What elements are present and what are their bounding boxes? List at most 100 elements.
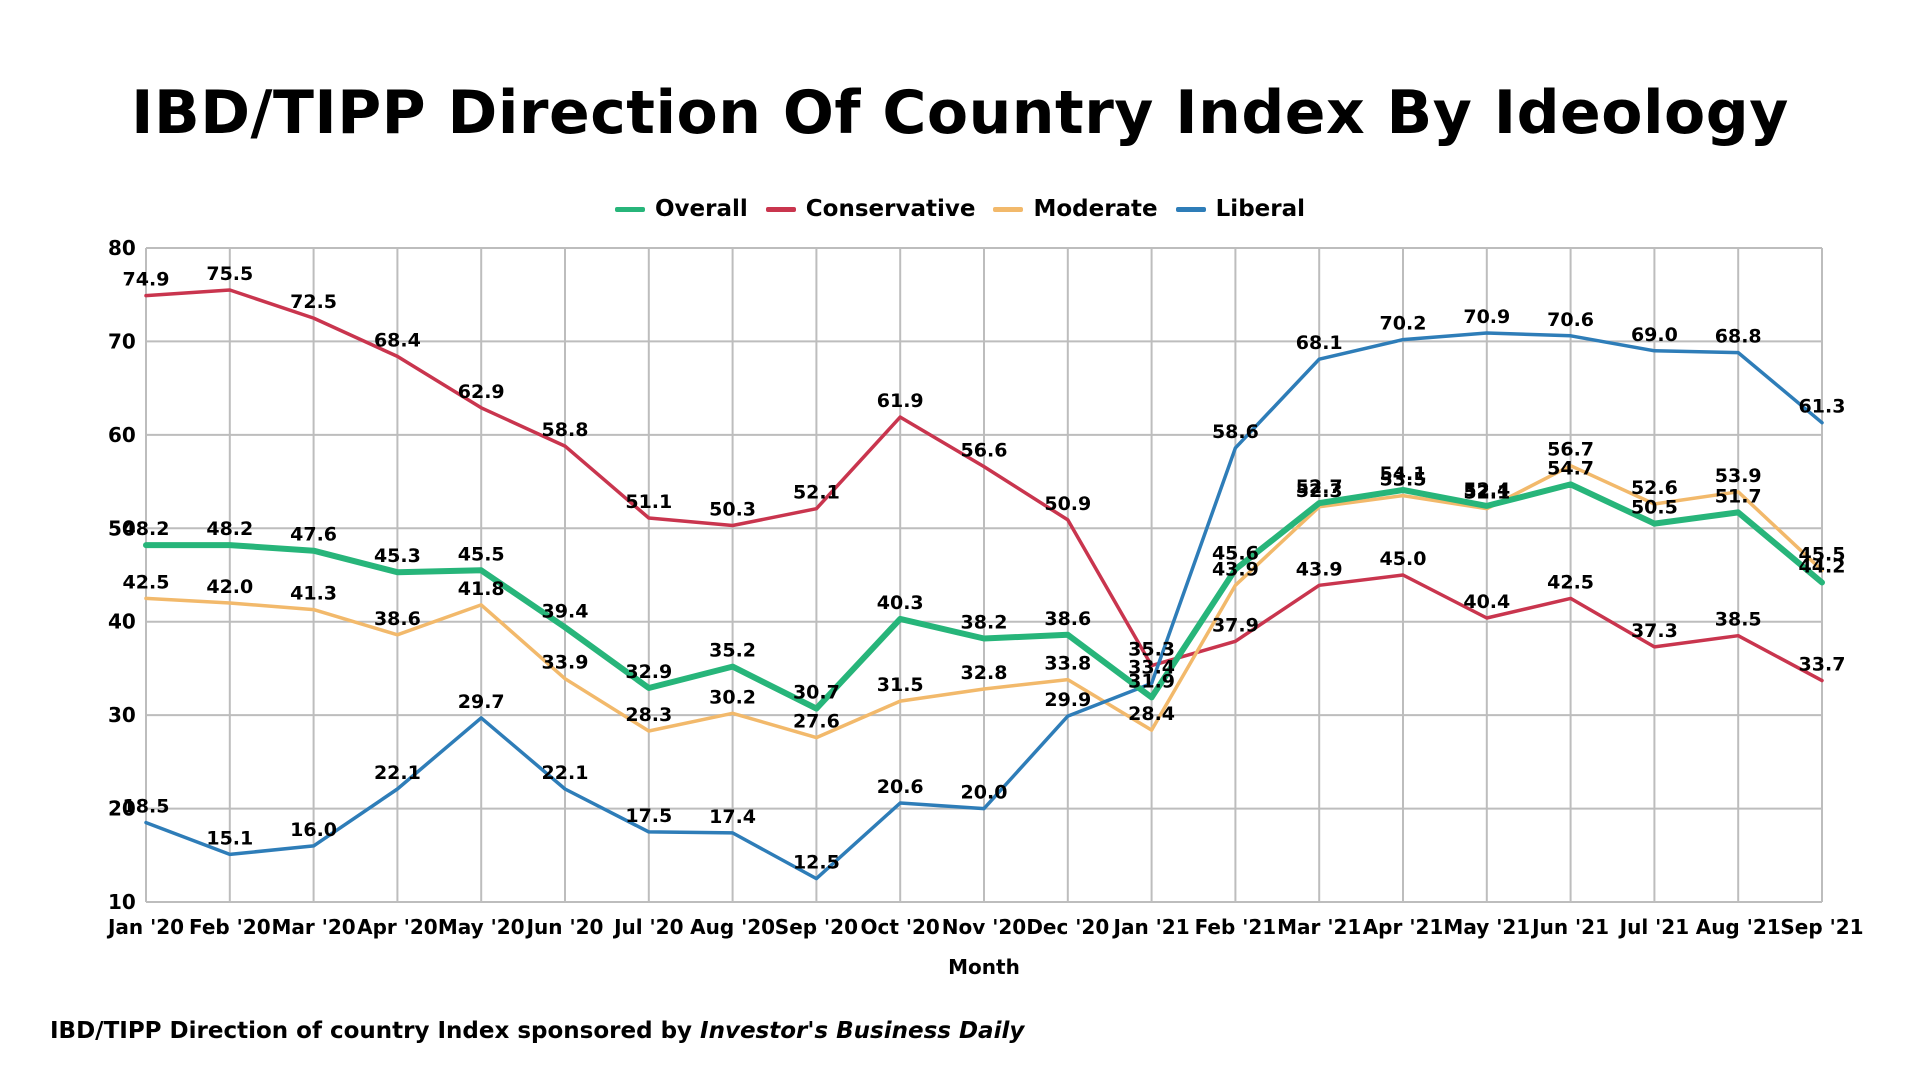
gridlines xyxy=(145,247,1823,903)
x-tick-label: Sep '20 xyxy=(775,915,858,939)
data-label: 50.9 xyxy=(1044,493,1091,515)
data-label: 22.1 xyxy=(374,762,421,784)
data-label: 33.7 xyxy=(1799,654,1846,676)
data-label: 29.7 xyxy=(458,691,505,713)
series-line-liberal xyxy=(144,331,1824,881)
data-label: 22.1 xyxy=(542,762,589,784)
data-label: 38.6 xyxy=(374,608,421,630)
x-tick-label: Jan '20 xyxy=(106,915,184,939)
data-label: 70.9 xyxy=(1463,306,1510,328)
data-label: 28.4 xyxy=(1128,703,1175,725)
series-line-conservative xyxy=(144,288,1824,683)
x-tick-label: Apr '20 xyxy=(357,915,438,939)
data-label: 38.2 xyxy=(961,612,1008,634)
y-tick-label: 30 xyxy=(108,703,136,727)
x-axis-title: Month xyxy=(948,955,1020,979)
data-label: 37.9 xyxy=(1212,614,1259,636)
data-label: 35.3 xyxy=(1128,639,1175,661)
data-label: 33.4 xyxy=(1128,656,1175,678)
data-label: 40.4 xyxy=(1463,591,1510,613)
data-label: 61.3 xyxy=(1799,396,1846,418)
y-tick-label: 70 xyxy=(108,329,136,353)
data-label: 68.1 xyxy=(1296,332,1343,354)
data-label: 52.1 xyxy=(1463,482,1510,504)
data-label: 45.6 xyxy=(1212,542,1259,564)
legend-item: Overall xyxy=(614,196,748,222)
x-tick-label: Jan '21 xyxy=(1112,915,1190,939)
x-tick-label: Nov '20 xyxy=(942,915,1026,939)
data-label: 54.1 xyxy=(1380,463,1427,485)
data-label: 70.2 xyxy=(1380,313,1427,335)
data-label: 52.3 xyxy=(1296,480,1343,502)
y-tick-label: 10 xyxy=(108,890,136,914)
data-label: 17.5 xyxy=(625,805,672,827)
data-label: 20.0 xyxy=(961,782,1008,804)
data-label: 54.7 xyxy=(1547,457,1594,479)
data-label: 51.1 xyxy=(625,491,672,513)
data-label: 28.3 xyxy=(625,704,672,726)
x-tick-label: Jun '20 xyxy=(525,915,604,939)
data-label: 44.2 xyxy=(1799,555,1846,577)
x-tick-label: Jul '20 xyxy=(612,915,683,939)
data-label: 45.5 xyxy=(1799,543,1846,565)
x-tick-label: Jun '21 xyxy=(1530,915,1609,939)
data-label: 16.0 xyxy=(290,819,337,841)
data-label: 41.8 xyxy=(458,578,505,600)
x-tick-label: Feb '20 xyxy=(189,915,271,939)
data-label: 53.9 xyxy=(1715,465,1762,487)
x-tick-label: Sep '21 xyxy=(1780,915,1863,939)
data-label: 18.5 xyxy=(123,796,170,818)
legend-label: Liberal xyxy=(1215,196,1306,222)
data-label: 38.6 xyxy=(1044,608,1091,630)
data-label: 45.3 xyxy=(374,545,421,567)
data-label: 20.6 xyxy=(877,776,924,798)
data-label: 48.2 xyxy=(206,518,253,540)
data-label: 15.1 xyxy=(206,827,253,849)
x-tick-label: Dec '20 xyxy=(1026,915,1109,939)
data-label: 42.5 xyxy=(123,571,170,593)
legend-label: Overall xyxy=(654,196,748,222)
x-tick-label: Aug '21 xyxy=(1696,915,1781,939)
legend-swatch xyxy=(993,206,1024,212)
data-label: 53.5 xyxy=(1380,469,1427,491)
footnote: IBD/TIPP Direction of country Index spon… xyxy=(50,1018,1024,1044)
legend-swatch xyxy=(614,206,645,212)
data-label: 31.5 xyxy=(877,674,924,696)
data-label: 38.5 xyxy=(1715,609,1762,631)
footnote-source: Investor's Business Daily xyxy=(700,1018,1025,1044)
legend: Overall Conservative Moderate Liberal xyxy=(0,196,1920,222)
legend-swatch xyxy=(765,206,796,212)
x-tick-label: May '20 xyxy=(438,915,525,939)
legend-label: Conservative xyxy=(805,196,976,222)
x-tick-label: Mar '21 xyxy=(1277,915,1361,939)
data-label: 43.9 xyxy=(1296,558,1343,580)
data-label: 45.0 xyxy=(1380,548,1427,570)
data-label: 42.5 xyxy=(1547,571,1594,593)
data-label: 52.6 xyxy=(1631,477,1678,499)
footnote-text: IBD/TIPP Direction of country Index spon… xyxy=(50,1018,701,1044)
x-tick-label: Aug '20 xyxy=(690,915,775,939)
data-label: 48.2 xyxy=(123,518,170,540)
legend-item: Moderate xyxy=(993,196,1158,222)
data-label: 75.5 xyxy=(206,263,253,285)
x-tick-label: Mar '20 xyxy=(272,915,356,939)
data-labels-overall: 48.2 48.2 47.6 45.3 45.5 39.4 32.9 35.2 30.7 40.3… xyxy=(123,457,1846,703)
legend-swatch xyxy=(1175,206,1206,212)
data-labels-liberal: 18.5 15.1 16.0 22.1 29.7 22.1 17.5 17.4 12.5 20.6… xyxy=(123,306,1846,874)
data-label: 52.7 xyxy=(1296,476,1343,498)
y-tick-label: 20 xyxy=(108,797,136,821)
x-tick-label: Oct '20 xyxy=(861,915,940,939)
legend-label: Moderate xyxy=(1033,196,1158,222)
data-label: 27.6 xyxy=(793,711,840,733)
data-label: 30.7 xyxy=(793,682,840,704)
series-line-moderate xyxy=(144,463,1824,740)
data-label: 37.3 xyxy=(1631,620,1678,642)
data-label: 12.5 xyxy=(793,852,840,874)
series-line-overall xyxy=(143,481,1825,712)
data-label: 51.7 xyxy=(1715,485,1762,507)
data-label: 58.8 xyxy=(542,419,589,441)
data-label: 74.9 xyxy=(123,269,170,291)
data-label: 58.6 xyxy=(1212,421,1259,443)
data-label: 70.6 xyxy=(1547,309,1594,331)
data-label: 62.9 xyxy=(458,381,505,403)
